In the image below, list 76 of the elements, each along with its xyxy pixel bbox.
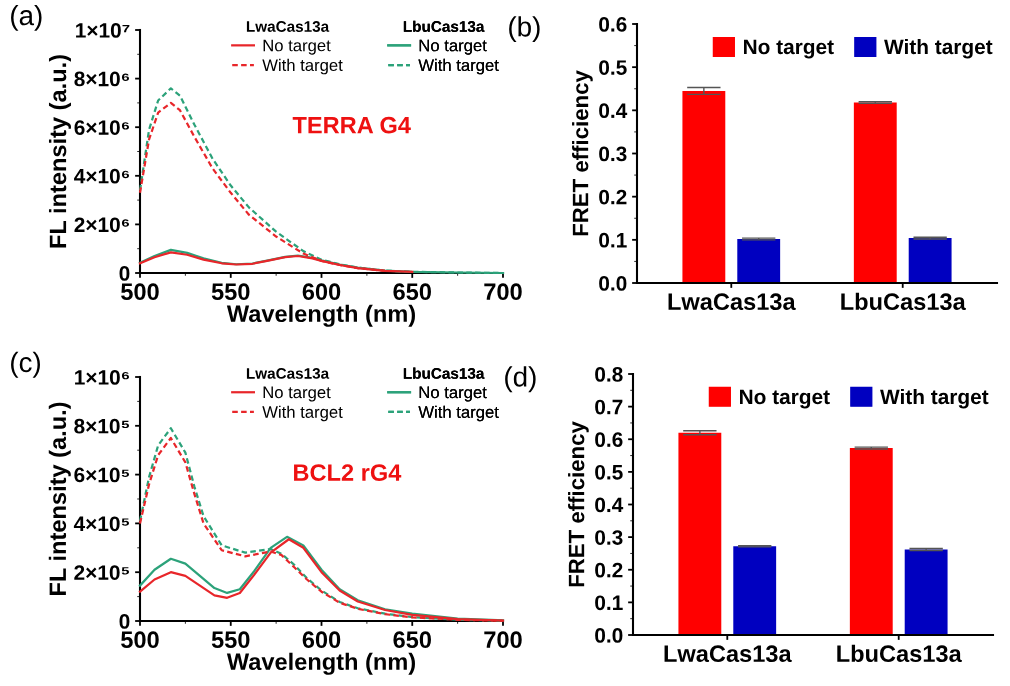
- y-tick-label: 2×10⁵: [74, 565, 129, 580]
- y-tick-label: 4×10⁶: [74, 168, 130, 184]
- bar: [904, 549, 948, 635]
- y-tick-label: 6×10⁵: [74, 467, 129, 483]
- y-tick-label: 0.4: [595, 497, 624, 513]
- y-tick-label: 4×10⁵: [73, 516, 129, 532]
- y-tick-label: 0.0: [599, 276, 627, 291]
- y-tick-label: 0.8: [595, 367, 623, 382]
- y-tick-label: 1×10⁶: [75, 370, 130, 385]
- legend-label: No target: [263, 39, 331, 55]
- x-axis-title: Wavelength (nm): [226, 652, 415, 675]
- x-tick-label: 700: [484, 631, 522, 649]
- legend-label: No target: [744, 39, 834, 59]
- y-axis-title: FL intensity (a.u.): [48, 402, 71, 595]
- annotation: LbuCas13a: [403, 367, 485, 379]
- x-tick-label: 600: [302, 283, 341, 301]
- y-axis-title: FRET efficiency: [568, 421, 589, 587]
- chart-title: (c): [11, 351, 40, 378]
- x-tick-label: LwaCas13a: [668, 293, 796, 311]
- annotation: LwaCas13a: [246, 21, 330, 32]
- y-axis-title: FL intensity (a.u.): [48, 55, 71, 248]
- legend-label: No target: [419, 386, 487, 402]
- x-tick-label: LbuCas13a: [841, 292, 966, 311]
- y-tick-label: 0.1: [599, 232, 627, 248]
- x-tick-label: 700: [484, 283, 522, 301]
- legend-label: With target: [262, 58, 343, 75]
- bar: [908, 238, 952, 283]
- annotation: TERRA G4: [292, 116, 411, 134]
- x-tick-label: 650: [393, 631, 431, 649]
- y-tick-label: 2×10⁶: [74, 217, 130, 233]
- y-tick-label: 8×10⁵: [74, 418, 129, 434]
- x-tick-label: 550: [211, 631, 250, 649]
- x-tick-label: 500: [121, 283, 159, 301]
- legend-label: No target: [419, 39, 487, 55]
- x-tick-label: 550: [211, 283, 250, 301]
- annotation: LwaCas13a: [246, 368, 330, 379]
- y-tick-label: 0.2: [595, 562, 623, 578]
- chart-title: (a): [11, 4, 42, 31]
- x-tick-label: 500: [121, 631, 159, 649]
- legend-label: With target: [262, 405, 343, 422]
- y-tick-label: 6×10⁶: [74, 120, 130, 135]
- x-axis-title: Wavelength (nm): [226, 304, 415, 327]
- y-tick-label: 0.0: [595, 628, 623, 643]
- y-tick-label: 1×10⁷: [76, 23, 130, 38]
- bar: [733, 546, 777, 635]
- y-tick-label: 0.4: [599, 103, 628, 119]
- bar: [678, 432, 722, 635]
- legend-label: No target: [740, 389, 830, 409]
- bar: [853, 102, 897, 283]
- y-tick-label: 0.7: [595, 399, 623, 415]
- y-tick-label: 0.1: [595, 595, 623, 611]
- y-tick-label: 0.3: [595, 530, 623, 545]
- y-tick-label: 0.5: [599, 60, 627, 75]
- bar: [682, 90, 726, 283]
- legend-label: With target: [884, 38, 993, 59]
- y-tick-label: 0.2: [599, 189, 627, 205]
- y-tick-label: 8×10⁶: [74, 71, 130, 87]
- y-tick-label: 0.5: [595, 464, 623, 480]
- bar: [737, 238, 781, 283]
- legend-label: With target: [880, 388, 989, 409]
- y-tick-label: 0: [119, 266, 130, 281]
- y-tick-label: 0: [119, 614, 130, 629]
- y-tick-label: 0.6: [595, 432, 623, 447]
- annotation: LbuCas13a: [403, 20, 485, 32]
- chart-title: (d): [505, 366, 536, 393]
- y-tick-label: 0.3: [599, 146, 627, 162]
- y-axis-title: FRET efficiency: [572, 70, 593, 236]
- y-tick-label: 0.6: [599, 17, 627, 32]
- chart-title: (b): [509, 16, 540, 43]
- legend-label: With target: [418, 58, 499, 75]
- legend-label: No target: [263, 386, 331, 402]
- bar: [849, 448, 893, 635]
- legend-label: With target: [418, 405, 499, 422]
- x-tick-label: 600: [302, 631, 341, 649]
- x-tick-label: 650: [393, 283, 431, 301]
- annotation: BCL2 rG4: [294, 464, 402, 481]
